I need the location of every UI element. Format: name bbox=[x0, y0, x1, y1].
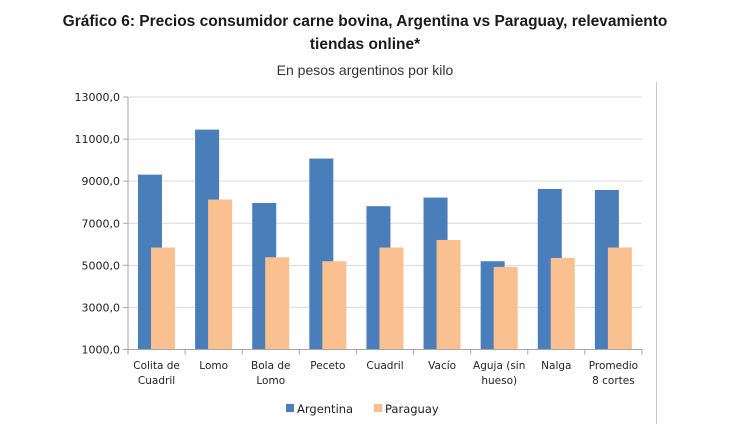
x-category-label-line: 8 cortes bbox=[592, 375, 635, 387]
chart-subtitle: En pesos argentinos por kilo bbox=[276, 62, 454, 78]
bar-paraguay bbox=[208, 199, 233, 350]
legend-swatch-paraguay bbox=[374, 404, 382, 412]
x-category-label: Vacío bbox=[428, 360, 456, 372]
x-category-label: Lomo bbox=[199, 360, 228, 372]
x-category-label: Peceto bbox=[310, 360, 345, 372]
y-axis-tick-labels: 1000,0 3000,0 5000,0 7000,0 9000,0 11000,0 130… bbox=[75, 91, 121, 357]
bar-paraguay bbox=[322, 261, 347, 350]
x-category-label-line: Lomo bbox=[256, 375, 285, 387]
chart-title: Gráfico 6: Precios consumidor carne bovi… bbox=[0, 10, 730, 56]
bar-paraguay bbox=[151, 247, 175, 350]
bar-paraguay bbox=[436, 239, 461, 350]
x-category-label-line: Promedio bbox=[589, 360, 638, 372]
x-category-label: Nalga bbox=[541, 360, 571, 372]
bar-paraguay bbox=[607, 247, 632, 350]
legend-label-paraguay: Paraguay bbox=[385, 402, 439, 416]
y-tick-label: 13000,0 bbox=[75, 91, 121, 104]
y-tick-label: 1000,0 bbox=[82, 344, 121, 357]
x-category-label-line: Nalga bbox=[541, 360, 571, 372]
x-category-label-line: Cuadril bbox=[138, 375, 175, 387]
y-tick-label: 7000,0 bbox=[82, 217, 121, 230]
chart-title-line-2: tiendas online* bbox=[309, 36, 421, 53]
legend: Argentina Paraguay bbox=[286, 402, 439, 416]
x-category-label-line: hueso) bbox=[481, 375, 517, 387]
x-category-label: Bola de Lomo bbox=[251, 360, 290, 387]
y-tick-label: 5000,0 bbox=[82, 259, 121, 272]
x-category-label: Promedio 8 cortes bbox=[589, 360, 638, 387]
x-category-label-line: Peceto bbox=[310, 360, 345, 372]
y-tick-label: 9000,0 bbox=[82, 175, 121, 188]
x-axis-category-labels: Colita de Cuadril Lomo Bola de Lomo Peceto Cua… bbox=[133, 360, 638, 387]
x-category-label-line: Lomo bbox=[199, 360, 228, 372]
x-category-label: Colita de Cuadril bbox=[133, 360, 180, 387]
legend-label-argentina: Argentina bbox=[297, 402, 353, 416]
legend-swatch-argentina bbox=[286, 404, 294, 412]
x-category-label-line: Vacío bbox=[428, 360, 456, 372]
bar-paraguay bbox=[493, 266, 518, 350]
bar-paraguay bbox=[550, 257, 575, 350]
bars bbox=[138, 129, 632, 350]
axes bbox=[123, 96, 643, 355]
x-category-label: Aguja (sin hueso) bbox=[473, 360, 525, 387]
x-category-label-line: Cuadril bbox=[366, 360, 403, 372]
x-category-label-line: Colita de bbox=[133, 360, 180, 372]
bar-paraguay bbox=[265, 257, 290, 350]
chart-frame-border bbox=[656, 82, 657, 424]
x-category-label: Cuadril bbox=[366, 360, 403, 372]
x-category-label-line: Bola de bbox=[251, 360, 290, 372]
chart-title-line-1: Gráfico 6: Precios consumidor carne bovi… bbox=[62, 13, 668, 30]
x-category-label-line: Aguja (sin bbox=[473, 360, 525, 372]
y-tick-label: 3000,0 bbox=[82, 301, 121, 314]
bar-paraguay bbox=[379, 247, 404, 350]
y-tick-label: 11000,0 bbox=[75, 133, 121, 146]
